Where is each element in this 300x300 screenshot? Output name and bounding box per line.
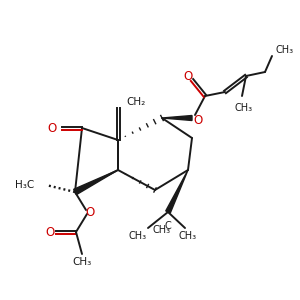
Text: CH₃: CH₃ — [179, 231, 197, 241]
Text: CH₃: CH₃ — [129, 231, 147, 241]
Text: CH₃: CH₃ — [235, 103, 253, 113]
Text: O: O — [183, 70, 193, 83]
Text: H₃C: H₃C — [15, 180, 34, 190]
Text: O: O — [194, 113, 202, 127]
Text: CH₃: CH₃ — [72, 257, 92, 267]
Text: O: O — [47, 122, 57, 134]
Text: C: C — [165, 221, 171, 231]
Text: O: O — [85, 206, 94, 218]
Text: CH₃: CH₃ — [275, 45, 293, 55]
Text: CH₃: CH₃ — [153, 225, 171, 235]
Polygon shape — [74, 170, 118, 195]
Polygon shape — [162, 116, 192, 121]
Text: CH₂: CH₂ — [126, 97, 145, 107]
Polygon shape — [166, 170, 188, 213]
Text: O: O — [45, 226, 55, 238]
